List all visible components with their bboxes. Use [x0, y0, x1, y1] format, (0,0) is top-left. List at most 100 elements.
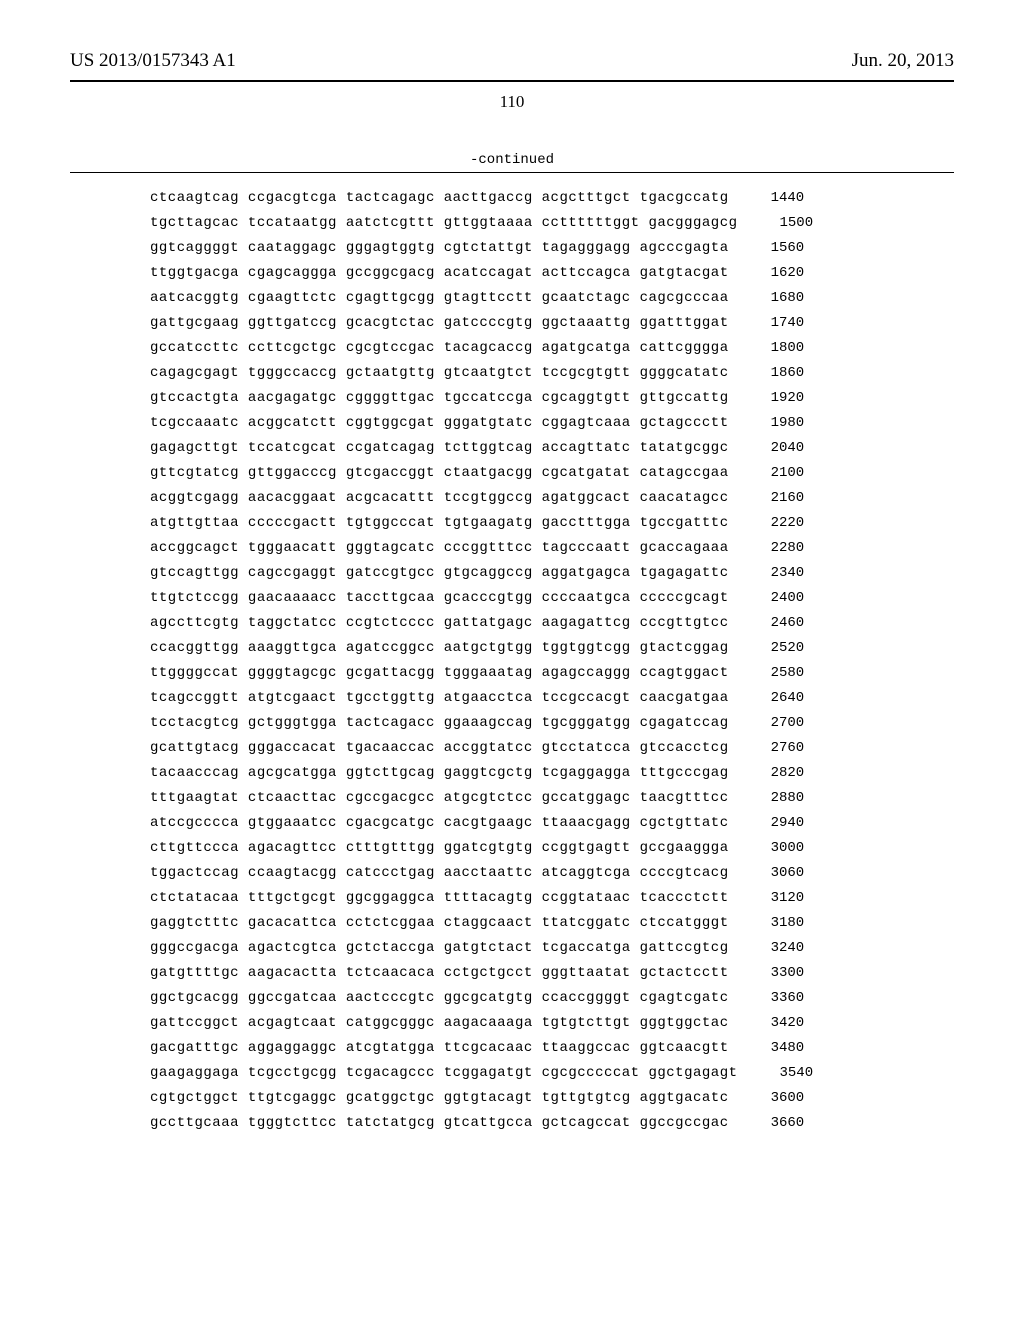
sequence-line: aatcacggtg cgaagttctc cgagttgcgg gtagttc… — [150, 291, 954, 305]
sequence-line: gaagaggaga tcgcctgcgg tcgacagccc tcggaga… — [150, 1066, 954, 1080]
sequence-text: gtccactgta aacgagatgc cggggttgac tgccatc… — [150, 391, 729, 405]
sequence-text: ctctatacaa tttgctgcgt ggcggaggca ttttaca… — [150, 891, 729, 905]
sequence-line: cagagcgagt tgggccaccg gctaatgttg gtcaatg… — [150, 366, 954, 380]
top-divider — [70, 80, 954, 82]
sequence-number: 1560 — [771, 241, 805, 255]
sequence-number: 2400 — [771, 591, 805, 605]
sequence-line: tggactccag ccaagtacgg catccctgag aacctaa… — [150, 866, 954, 880]
sequence-line: atgttgttaa cccccgactt tgtggcccat tgtgaag… — [150, 516, 954, 530]
sequence-number: 1860 — [771, 366, 805, 380]
sequence-text: tcagccggtt atgtcgaact tgcctggttg atgaacc… — [150, 691, 729, 705]
sequence-number: 3180 — [771, 916, 805, 930]
sequence-line: ttggggccat ggggtagcgc gcgattacgg tgggaaa… — [150, 666, 954, 680]
sequence-line: gggccgacga agactcgtca gctctaccga gatgtct… — [150, 941, 954, 955]
patent-number: US 2013/0157343 A1 — [70, 50, 236, 72]
sequence-number: 3060 — [771, 866, 805, 880]
sequence-line: gtccagttgg cagccgaggt gatccgtgcc gtgcagg… — [150, 566, 954, 580]
sequence-number: 2220 — [771, 516, 805, 530]
sequence-number: 2040 — [771, 441, 805, 455]
sequence-line: cttgttccca agacagttcc ctttgtttgg ggatcgt… — [150, 841, 954, 855]
sequence-text: gacgatttgc aggaggaggc atcgtatgga ttcgcac… — [150, 1041, 729, 1055]
sequence-line: acggtcgagg aacacggaat acgcacattt tccgtgg… — [150, 491, 954, 505]
sequence-line: accggcagct tgggaacatt gggtagcatc cccggtt… — [150, 541, 954, 555]
header-row: US 2013/0157343 A1 Jun. 20, 2013 — [70, 50, 954, 72]
sequence-text: ttggggccat ggggtagcgc gcgattacgg tgggaaa… — [150, 666, 729, 680]
sequence-text: acggtcgagg aacacggaat acgcacattt tccgtgg… — [150, 491, 729, 505]
sequence-line: agccttcgtg taggctatcc ccgtctcccc gattatg… — [150, 616, 954, 630]
sequence-line: ccacggttgg aaaggttgca agatccggcc aatgctg… — [150, 641, 954, 655]
sequence-number: 1800 — [771, 341, 805, 355]
sequence-text: agccttcgtg taggctatcc ccgtctcccc gattatg… — [150, 616, 729, 630]
sequence-number: 1920 — [771, 391, 805, 405]
sequence-line: gccatccttc ccttcgctgc cgcgtccgac tacagca… — [150, 341, 954, 355]
sequence-text: accggcagct tgggaacatt gggtagcatc cccggtt… — [150, 541, 729, 555]
sequence-number: 3000 — [771, 841, 805, 855]
sequence-number: 3480 — [771, 1041, 805, 1055]
sequence-text: gttcgtatcg gttggacccg gtcgaccggt ctaatga… — [150, 466, 729, 480]
sequence-number: 2640 — [771, 691, 805, 705]
sequence-line: tcgccaaatc acggcatctt cggtggcgat gggatgt… — [150, 416, 954, 430]
mid-divider — [70, 172, 954, 173]
sequence-text: atccgcccca gtggaaatcc cgacgcatgc cacgtga… — [150, 816, 729, 830]
sequence-text: gtccagttgg cagccgaggt gatccgtgcc gtgcagg… — [150, 566, 729, 580]
sequence-line: gatgttttgc aagacactta tctcaacaca cctgctg… — [150, 966, 954, 980]
sequence-line: gtccactgta aacgagatgc cggggttgac tgccatc… — [150, 391, 954, 405]
sequence-number: 2280 — [771, 541, 805, 555]
sequence-text: gaggtctttc gacacattca cctctcggaa ctaggca… — [150, 916, 729, 930]
sequence-text: ctcaagtcag ccgacgtcga tactcagagc aacttga… — [150, 191, 729, 205]
sequence-line: gagagcttgt tccatcgcat ccgatcagag tcttggt… — [150, 441, 954, 455]
sequence-line: gcattgtacg gggaccacat tgacaaccac accggta… — [150, 741, 954, 755]
sequence-number: 3120 — [771, 891, 805, 905]
sequence-text: tcgccaaatc acggcatctt cggtggcgat gggatgt… — [150, 416, 729, 430]
sequence-number: 1980 — [771, 416, 805, 430]
sequence-line: ttggtgacga cgagcaggga gccggcgacg acatcca… — [150, 266, 954, 280]
sequence-text: gggccgacga agactcgtca gctctaccga gatgtct… — [150, 941, 729, 955]
continued-label: -continued — [70, 152, 954, 168]
sequence-line: gaggtctttc gacacattca cctctcggaa ctaggca… — [150, 916, 954, 930]
sequence-number: 3540 — [780, 1066, 814, 1080]
sequence-text: gattgcgaag ggttgatccg gcacgtctac gatcccc… — [150, 316, 729, 330]
sequence-text: atgttgttaa cccccgactt tgtggcccat tgtgaag… — [150, 516, 729, 530]
sequence-number: 1680 — [771, 291, 805, 305]
sequence-line: tcctacgtcg gctgggtgga tactcagacc ggaaagc… — [150, 716, 954, 730]
sequence-text: gatgttttgc aagacactta tctcaacaca cctgctg… — [150, 966, 729, 980]
sequence-block: ctcaagtcag ccgacgtcga tactcagagc aacttga… — [70, 191, 954, 1130]
sequence-line: gccttgcaaa tgggtcttcc tatctatgcg gtcattg… — [150, 1116, 954, 1130]
sequence-number: 3360 — [771, 991, 805, 1005]
sequence-number: 1620 — [771, 266, 805, 280]
sequence-number: 2820 — [771, 766, 805, 780]
sequence-text: gattccggct acgagtcaat catggcgggc aagacaa… — [150, 1016, 729, 1030]
sequence-text: gagagcttgt tccatcgcat ccgatcagag tcttggt… — [150, 441, 729, 455]
sequence-number: 3660 — [771, 1116, 805, 1130]
sequence-line: ggtcaggggt caataggagc gggagtggtg cgtctat… — [150, 241, 954, 255]
sequence-number: 2340 — [771, 566, 805, 580]
sequence-text: ttggtgacga cgagcaggga gccggcgacg acatcca… — [150, 266, 729, 280]
sequence-line: gattccggct acgagtcaat catggcgggc aagacaa… — [150, 1016, 954, 1030]
sequence-number: 3600 — [771, 1091, 805, 1105]
sequence-number: 2520 — [771, 641, 805, 655]
sequence-number: 2760 — [771, 741, 805, 755]
sequence-number: 3240 — [771, 941, 805, 955]
sequence-text: gccatccttc ccttcgctgc cgcgtccgac tacagca… — [150, 341, 729, 355]
sequence-text: ggctgcacgg ggccgatcaa aactcccgtc ggcgcat… — [150, 991, 729, 1005]
sequence-text: gaagaggaga tcgcctgcgg tcgacagccc tcggaga… — [150, 1066, 738, 1080]
sequence-number: 2580 — [771, 666, 805, 680]
sequence-line: ttgtctccgg gaacaaaacc taccttgcaa gcacccg… — [150, 591, 954, 605]
sequence-number: 1500 — [780, 216, 814, 230]
sequence-text: ttgtctccgg gaacaaaacc taccttgcaa gcacccg… — [150, 591, 729, 605]
sequence-number: 1740 — [771, 316, 805, 330]
sequence-number: 3300 — [771, 966, 805, 980]
sequence-line: gacgatttgc aggaggaggc atcgtatgga ttcgcac… — [150, 1041, 954, 1055]
sequence-text: cagagcgagt tgggccaccg gctaatgttg gtcaatg… — [150, 366, 729, 380]
sequence-number: 1440 — [771, 191, 805, 205]
sequence-line: ggctgcacgg ggccgatcaa aactcccgtc ggcgcat… — [150, 991, 954, 1005]
sequence-text: tcctacgtcg gctgggtgga tactcagacc ggaaagc… — [150, 716, 729, 730]
sequence-text: ggtcaggggt caataggagc gggagtggtg cgtctat… — [150, 241, 729, 255]
sequence-number: 2160 — [771, 491, 805, 505]
sequence-text: gcattgtacg gggaccacat tgacaaccac accggta… — [150, 741, 729, 755]
sequence-number: 3420 — [771, 1016, 805, 1030]
sequence-number: 2700 — [771, 716, 805, 730]
sequence-line: gattgcgaag ggttgatccg gcacgtctac gatcccc… — [150, 316, 954, 330]
sequence-text: ccacggttgg aaaggttgca agatccggcc aatgctg… — [150, 641, 729, 655]
page-number: 110 — [70, 92, 954, 112]
